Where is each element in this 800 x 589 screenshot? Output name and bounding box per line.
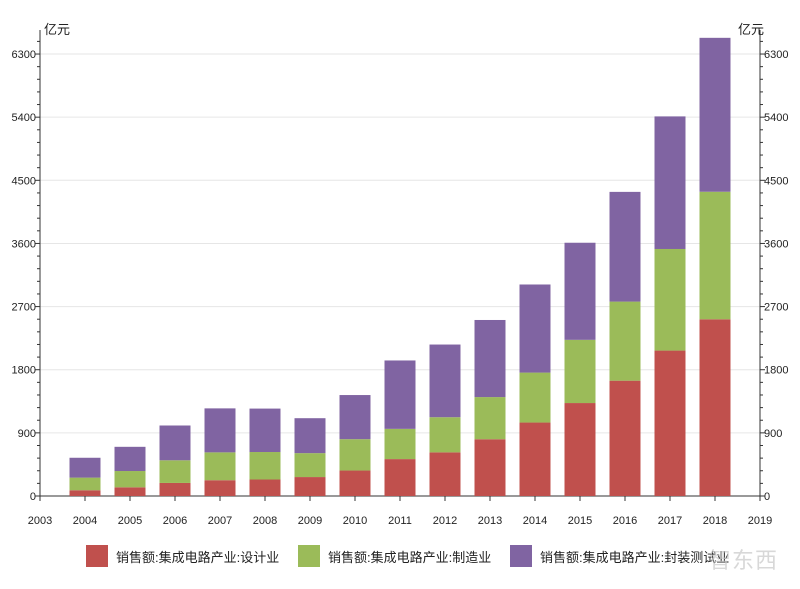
y-tick-label-right-0: 0 [764,491,770,503]
x-tick-label-2005: 2005 [118,515,142,527]
bar-2015-series-0 [564,403,596,496]
y-tick-label-left-3600: 3600 [12,238,36,250]
bar-2005-series-0 [114,487,146,496]
bar-2012-series-0 [429,452,461,496]
y-tick-label-left-6300: 6300 [12,49,36,61]
y-tick-label-right-6300: 6300 [764,49,788,61]
x-tick-label-2017: 2017 [658,515,682,527]
y-tick-label-left-1800: 1800 [12,365,36,377]
bar-2011-series-1 [384,428,416,460]
bar-2015-series-1 [564,339,596,404]
bar-2013-series-1 [474,397,506,440]
legend: 销售额:集成电路产业:设计业 销售额:集成电路产业:制造业 销售额:集成电路产业… [0,540,800,574]
bar-2014-series-1 [519,372,551,423]
legend-swatch-manufacturing [298,545,320,567]
x-tick-label-2019: 2019 [748,515,772,527]
bar-2005-series-1 [114,471,146,488]
y-tick-label-left-2700: 2700 [12,302,36,314]
bar-2016-series-0 [609,380,641,496]
bar-2008-series-0 [249,479,281,496]
legend-item-packaging-testing: 销售额:集成电路产业:封装测试业 [510,544,729,568]
bar-2014-series-0 [519,422,551,496]
legend-label-packaging-testing: 销售额:集成电路产业:封装测试业 [540,549,730,565]
bar-2004-series-1 [69,477,101,491]
x-tick-label-2006: 2006 [163,515,187,527]
x-tick-label-2012: 2012 [433,515,457,527]
bar-2018-series-0 [699,319,731,496]
bar-2013-series-2 [474,319,506,398]
y-tick-label-right-3600: 3600 [764,238,788,250]
bar-2011-series-0 [384,459,416,496]
x-tick-label-2003: 2003 [28,515,52,527]
x-tick-label-2018: 2018 [703,515,727,527]
bar-2004-series-2 [69,457,101,478]
legend-item-design: 销售额:集成电路产业:设计业 [86,544,279,568]
bar-2018-series-2 [699,37,731,192]
bar-2010-series-2 [339,395,371,440]
bar-2016-series-2 [609,191,641,302]
y-tick-label-left-0: 0 [30,491,36,503]
x-tick-label-2014: 2014 [523,515,547,527]
y-tick-label-left-900: 900 [18,428,36,440]
bar-2006-series-1 [159,460,191,483]
legend-swatch-design [86,545,108,567]
bar-2008-series-2 [249,408,281,453]
x-tick-label-2009: 2009 [298,515,322,527]
legend-label-manufacturing: 销售额:集成电路产业:制造业 [328,549,492,565]
bar-2006-series-2 [159,425,191,461]
y-tick-label-right-900: 900 [764,428,782,440]
bar-2009-series-0 [294,477,326,496]
watermark-logo: 智东西 [708,548,778,573]
bar-2009-series-1 [294,453,326,478]
bar-2007-series-1 [204,452,236,481]
bar-2008-series-1 [249,452,281,480]
y-tick-label-right-4500: 4500 [764,175,788,187]
x-tick-label-2011: 2011 [388,515,412,527]
bar-2007-series-2 [204,408,236,453]
bar-2013-series-0 [474,439,506,496]
x-tick-label-2015: 2015 [568,515,592,527]
axes: 0 0 900 900 1800 1800 2700 2700 3600 3600 4500 4500… [12,30,788,527]
bar-2015-series-2 [564,242,596,340]
y-tick-label-right-5400: 5400 [764,112,788,124]
bar-2004-series-0 [69,490,101,496]
x-tick-label-2016: 2016 [613,515,637,527]
bar-2016-series-1 [609,301,641,381]
y-axis-label-left: 亿元 [44,22,70,37]
bar-2005-series-2 [114,446,146,472]
bar-2017-series-2 [654,116,686,249]
bar-2017-series-0 [654,350,686,496]
bar-2009-series-2 [294,418,326,454]
y-tick-label-right-1800: 1800 [764,365,788,377]
y-tick-label-left-5400: 5400 [12,112,36,124]
x-tick-label-2004: 2004 [73,515,97,527]
y-axis-label-right: 亿元 [738,22,764,37]
x-tick-label-2007: 2007 [208,515,232,527]
bar-2018-series-1 [699,191,731,320]
bar-2010-series-1 [339,439,371,471]
bar-2012-series-2 [429,344,461,418]
x-tick-label-2008: 2008 [253,515,277,527]
bar-2011-series-2 [384,360,416,429]
bar-2007-series-0 [204,480,236,496]
bar-2012-series-1 [429,417,461,453]
legend-label-design: 销售额:集成电路产业:设计业 [116,549,280,565]
bar-2014-series-2 [519,284,551,373]
gridlines [40,53,760,434]
legend-swatch-packaging-testing [510,545,532,567]
x-tick-label-2010: 2010 [343,515,367,527]
legend-item-manufacturing: 销售额:集成电路产业:制造业 [298,544,491,568]
bar-2006-series-0 [159,482,191,496]
bars [69,37,731,496]
bar-2010-series-0 [339,470,371,496]
bar-2017-series-1 [654,248,686,351]
x-tick-label-2013: 2013 [478,515,502,527]
y-tick-label-left-4500: 4500 [12,175,36,187]
y-tick-label-right-2700: 2700 [764,302,788,314]
